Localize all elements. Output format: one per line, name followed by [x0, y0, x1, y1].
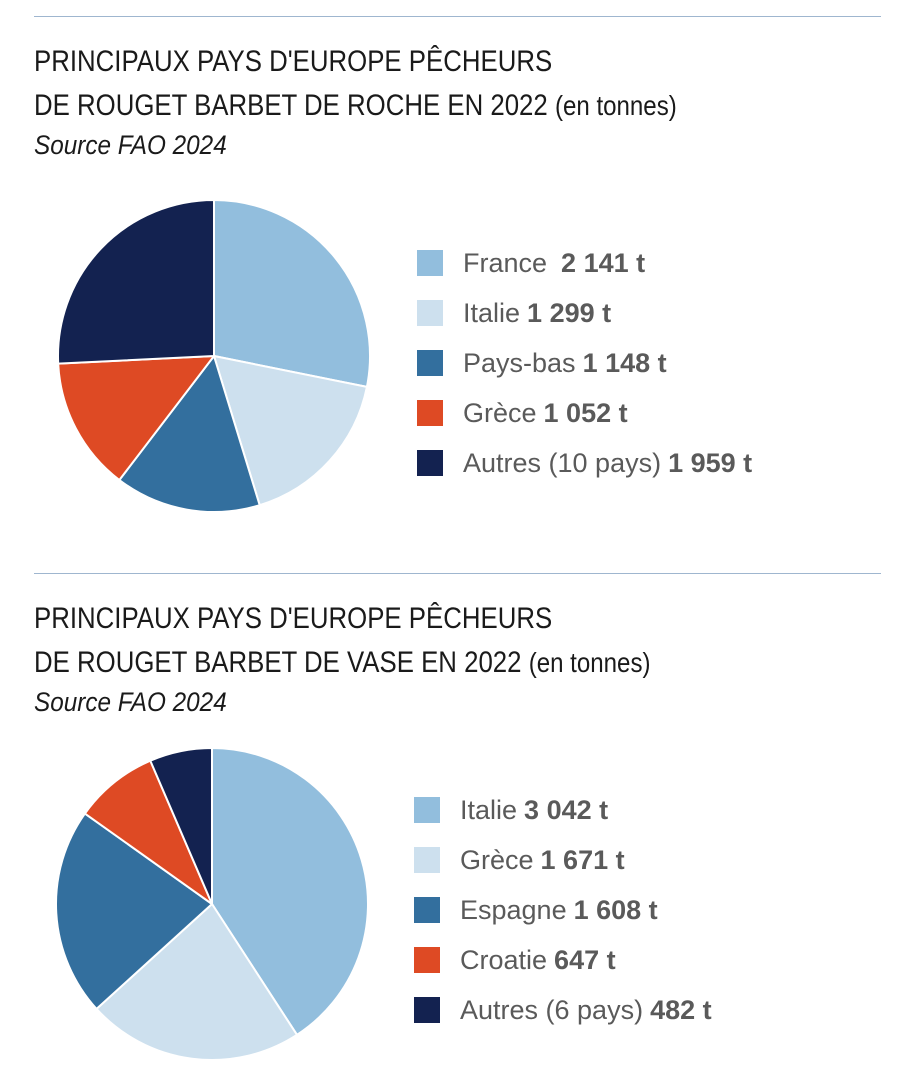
legend-item: Autres (10 pays) 1 959 t: [417, 438, 752, 488]
divider: [34, 16, 881, 17]
legend-label: Croatie: [460, 944, 548, 975]
title-line-2: DE ROUGET BARBET DE ROCHE EN 2022: [34, 89, 548, 122]
legend-label: Autres (10 pays): [463, 447, 662, 478]
legend-item: Croatie 647 t: [414, 935, 712, 985]
legend-swatch: [414, 947, 440, 973]
pie-slice-france: [213, 199, 372, 388]
legend-value: 1 671 t: [540, 844, 625, 875]
legend-value: 1 148 t: [582, 347, 667, 378]
chart-source: Source FAO 2024: [34, 130, 227, 160]
legend-swatch: [414, 847, 440, 873]
legend-label: Italie: [463, 297, 521, 328]
divider: [34, 573, 881, 574]
legend-value: 1 299 t: [527, 297, 612, 328]
legend-swatch: [417, 450, 443, 476]
legend-swatch: [417, 250, 443, 276]
legend-value: 3 042 t: [524, 794, 609, 825]
legend-item: Italie 1 299 t: [417, 288, 752, 338]
pie-slice-autres-6-pays: [149, 747, 213, 905]
pie-slice-gr-ce: [57, 355, 215, 481]
title-unit: (en tonnes): [554, 90, 677, 121]
legend-label: Grèce: [460, 844, 534, 875]
pie-chart: [55, 747, 369, 1061]
legend-label: France: [463, 247, 548, 278]
legend-item: Espagne 1 608 t: [414, 885, 712, 935]
chart-section-vase: PRINCIPAUX PAYS D'EUROPE PÊCHEURS DE ROUG…: [34, 573, 881, 1083]
legend-item: France 2 141 t: [417, 238, 752, 288]
pie-slice-croatie: [83, 759, 213, 905]
legend-value: 1 608 t: [573, 894, 658, 925]
legend-item: Pays-bas 1 148 t: [417, 338, 752, 388]
chart-legend: Italie 3 042 t Grèce 1 671 t Espagne 1 608 …: [414, 785, 712, 1035]
legend-swatch: [417, 350, 443, 376]
chart-section-roche: PRINCIPAUX PAYS D'EUROPE PÊCHEURS DE ROUG…: [34, 16, 881, 556]
title-line-1: PRINCIPAUX PAYS D'EUROPE PÊCHEURS: [34, 45, 553, 78]
pie-slice-pays-bas: [118, 355, 261, 513]
title-line-2: DE ROUGET BARBET DE VASE EN 2022: [34, 646, 522, 679]
legend-value: 2 141 t: [561, 247, 646, 278]
title-unit: (en tonnes): [528, 647, 651, 678]
legend-swatch: [414, 797, 440, 823]
chart-title: PRINCIPAUX PAYS D'EUROPE PÊCHEURS DE ROUG…: [34, 597, 650, 685]
legend-item: Italie 3 042 t: [414, 785, 712, 835]
chart-title: PRINCIPAUX PAYS D'EUROPE PÊCHEURS DE ROUG…: [34, 40, 677, 128]
legend-swatch: [417, 400, 443, 426]
legend-label: Espagne: [460, 894, 567, 925]
title-line-1: PRINCIPAUX PAYS D'EUROPE PÊCHEURS: [34, 602, 553, 635]
pie-slice-gr-ce: [95, 903, 298, 1061]
pie-slice-autres-10-pays: [57, 199, 215, 365]
legend-item: Grèce 1 052 t: [417, 388, 752, 438]
legend-label: Italie: [460, 794, 518, 825]
legend-label: Pays-bas: [463, 347, 576, 378]
pie-slice-italie: [213, 355, 368, 507]
legend-label: Grèce: [463, 397, 537, 428]
legend-label: Autres (6 pays): [460, 994, 644, 1025]
legend-item: Grèce 1 671 t: [414, 835, 712, 885]
pie-chart: [57, 199, 372, 513]
legend-swatch: [414, 997, 440, 1023]
legend-value: 647 t: [554, 944, 616, 975]
legend-value: 1 959 t: [668, 447, 753, 478]
legend-item: Autres (6 pays) 482 t: [414, 985, 712, 1035]
chart-legend: France 2 141 t Italie 1 299 t Pays-bas 1 14…: [417, 238, 752, 488]
legend-swatch: [417, 300, 443, 326]
chart-source: Source FAO 2024: [34, 687, 227, 717]
legend-value: 1 052 t: [543, 397, 628, 428]
pie-slice-espagne: [55, 812, 213, 1010]
legend-swatch: [414, 897, 440, 923]
legend-value: 482 t: [650, 994, 712, 1025]
